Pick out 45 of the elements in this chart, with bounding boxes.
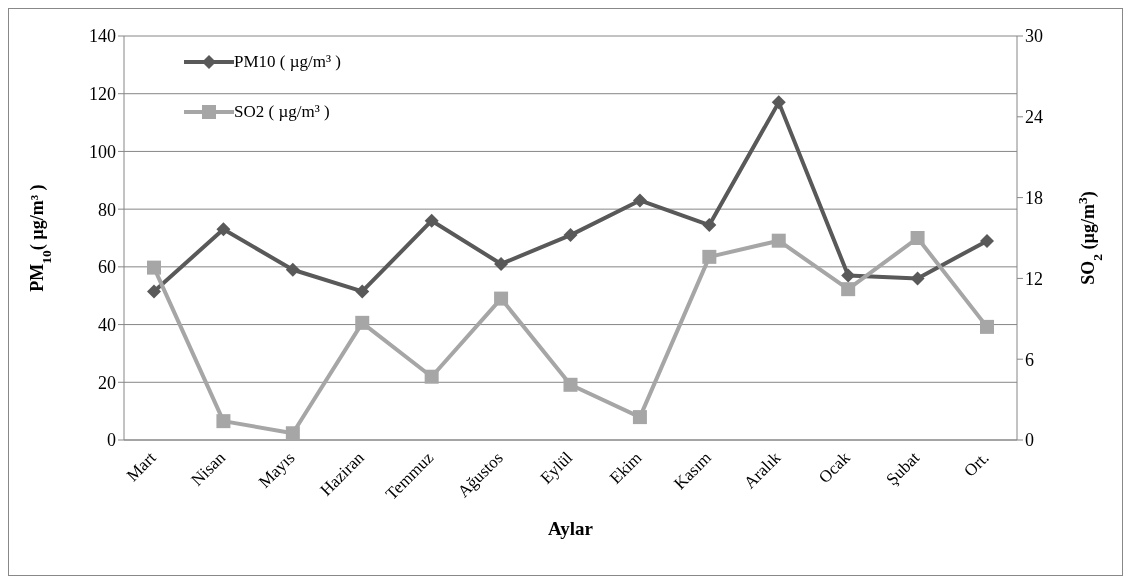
point [424, 369, 439, 384]
legend-label: PM10 ( µg/m³ ) [234, 52, 341, 72]
point [841, 268, 856, 283]
y-tick-label: 40 [98, 314, 116, 335]
y-tick-label: 80 [98, 199, 116, 220]
y2-tick-label: 6 [1025, 349, 1034, 370]
point [424, 213, 439, 228]
y-tick-label: 120 [89, 84, 116, 105]
y2-tick-label: 30 [1025, 26, 1043, 47]
point [147, 260, 161, 275]
y2-tick-label: 24 [1025, 107, 1043, 128]
legend-label: SO2 ( µg/m³ ) [234, 102, 330, 122]
point [910, 231, 925, 245]
point [563, 377, 578, 392]
point [771, 95, 786, 110]
point [147, 284, 161, 299]
point [980, 319, 994, 334]
y-tick-label: 140 [89, 26, 116, 47]
point [355, 315, 370, 330]
point [702, 218, 717, 233]
point [771, 233, 786, 248]
point [494, 256, 509, 271]
point [702, 249, 717, 264]
y2-tick-label: 12 [1025, 268, 1043, 289]
x-axis-title: Aylar [547, 518, 594, 539]
y-tick-label: 100 [89, 141, 116, 162]
x-tick-label: Ocak [814, 447, 855, 487]
y-tick-label: 20 [98, 372, 116, 393]
point [285, 426, 300, 440]
y2-tick-label: 0 [1025, 430, 1034, 451]
point [841, 282, 856, 297]
y-tick-label: 60 [98, 257, 116, 278]
point [910, 271, 925, 286]
point [980, 233, 994, 248]
point [216, 222, 231, 237]
point [355, 284, 370, 299]
point [632, 193, 647, 208]
y-tick-label: 0 [107, 430, 116, 451]
point [216, 414, 231, 429]
point [632, 410, 647, 425]
x-tick-label: Ort. [960, 448, 993, 481]
y2-tick-label: 18 [1025, 187, 1043, 208]
point [285, 262, 300, 277]
point [494, 291, 509, 306]
point [563, 228, 578, 243]
